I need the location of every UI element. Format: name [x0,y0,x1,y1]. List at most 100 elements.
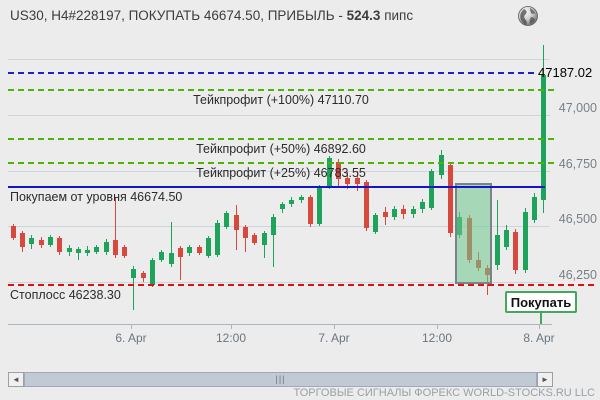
candle [344,178,350,185]
scrollbar-right-arrow-icon[interactable]: ► [537,372,553,387]
chart-title: US30, H4#228197, ПОКУПАТЬ 46674.50, ПРИБ… [10,8,413,23]
candle [410,209,416,215]
candle [84,249,90,253]
x-axis-label: 7. Apr [318,331,350,345]
candle [298,197,304,201]
candle [326,158,332,188]
profit-pips-value: 524.3 [346,8,381,23]
x-axis-line [8,324,552,325]
candle [186,247,192,254]
tp100-line-label: Тейкпрофит (+100%) 47110.70 [193,93,369,107]
x-axis-tick [437,324,438,329]
y-gridline [8,114,550,116]
candle-wick [244,224,246,252]
scrollbar-left-arrow-icon[interactable]: ◄ [8,372,24,387]
footer-watermark: ТОРГОВЫЕ СИГНАЛЫ ФОРЕКС WORLD-STOCKS.RU … [293,387,595,399]
x-axis-label: 12:00 [215,331,247,345]
candle [223,212,229,227]
x-axis-tick [231,324,232,329]
candle [400,209,406,215]
candle [251,234,257,244]
tp100-line [8,89,558,91]
y-gridline [8,226,550,228]
tp25-line-label: Тейкпрофит (+25%) 46783.55 [196,166,366,180]
candle [158,251,164,260]
candle [279,204,285,210]
x-axis-label: 12:00 [421,331,453,345]
y-axis-label: 46,750 [558,156,597,171]
candle [56,238,62,253]
candle [28,237,34,245]
candle [47,237,53,245]
candle [391,209,397,218]
candle [196,247,202,254]
current-price-line [8,71,538,74]
candle-wick [114,197,116,258]
buy-button[interactable]: Покупать [505,291,577,313]
candle [19,233,25,248]
candle [503,230,509,248]
candle [419,202,425,210]
current-price-line-label: 47187.02 [538,64,593,80]
y-gridline [8,58,550,60]
candle [112,240,118,256]
candle [130,269,136,279]
candle [177,247,183,258]
candle [531,197,537,221]
stoploss-line [8,283,597,286]
candle [93,247,99,253]
candle-wick [132,266,134,310]
candle [372,214,378,233]
candle [121,247,127,257]
buy-marker-line [540,312,542,325]
candle [242,226,248,238]
x-axis-tick [539,324,540,329]
candle-wick [77,247,79,261]
candle [261,232,267,246]
entry-line [8,186,545,189]
candle [428,170,434,208]
y-gridline [8,170,550,172]
tp50-line-label: Тейкпрофит (+50%) 46892.60 [196,141,366,156]
candle [10,226,16,239]
x-axis-tick [334,324,335,329]
candle [307,197,313,225]
candle-wick [179,245,181,281]
tp50-line [8,137,558,140]
candle [168,252,174,265]
y-axis-label: 46,250 [558,268,597,283]
candle-wick [170,222,172,268]
x-axis-label: 6. Apr [115,331,147,345]
highlight-zone [455,183,492,284]
x-axis-tick [131,324,132,329]
tp25-line [8,162,558,164]
candle [140,273,146,279]
globe-icon[interactable] [517,5,539,27]
candle [540,74,546,200]
candle [205,237,211,256]
candle [335,162,341,180]
candle [288,199,294,205]
candle [149,259,155,285]
scrollbar-thumb[interactable]: ||| [24,372,537,387]
y-axis-label: 47,000 [558,100,597,115]
candle [38,239,44,245]
candle [382,212,388,218]
candle [103,242,109,253]
candle [270,216,276,235]
candle [447,164,453,233]
stoploss-line-label: Стоплосс 46238.30 [10,287,121,302]
candle [522,212,528,271]
entry-line-label: Покупаем от уровня 46674.50 [10,190,183,205]
chart-title-prefix: US30, H4#228197, ПОКУПАТЬ 46674.50, ПРИБ… [10,8,347,23]
candle [512,231,518,271]
candle [214,222,220,256]
candle [316,187,322,225]
candle [75,249,81,254]
x-axis-label: 8. Apr [523,331,555,345]
candle [438,154,444,175]
candle [233,214,239,231]
candle [66,248,72,253]
y-axis-label: 46,500 [558,212,597,227]
